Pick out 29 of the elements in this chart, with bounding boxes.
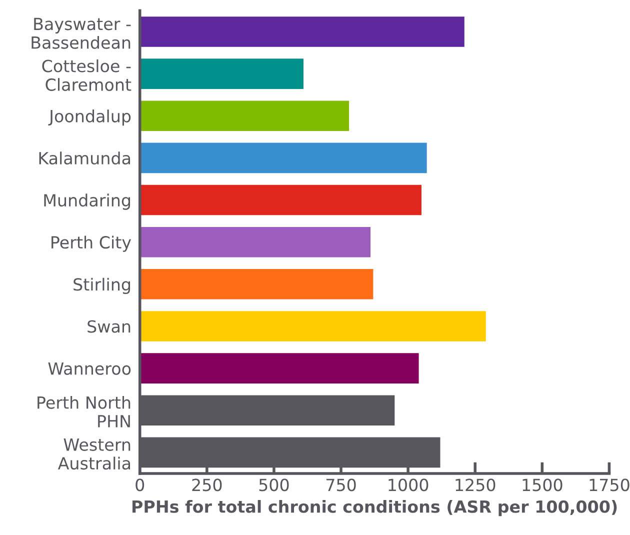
x-tick-label: 750 — [326, 478, 356, 492]
x-tick-label: 1250 — [456, 478, 496, 492]
y-tick-label: Bayswater - Bassendean — [32, 18, 131, 49]
y-tick-label: Swan — [88, 320, 130, 333]
bar — [140, 269, 374, 300]
bar — [140, 100, 350, 132]
bar — [140, 58, 304, 89]
bar — [140, 226, 371, 258]
x-axis-title: PPHs for total chronic conditions (ASR per 100,000) — [132, 500, 617, 516]
y-tick-label: Cottesloe - Claremont — [42, 59, 132, 91]
bar — [140, 142, 427, 174]
y-tick-label: Mundaring — [44, 194, 130, 210]
x-tick-label: 1000 — [388, 478, 428, 492]
bar — [140, 184, 422, 216]
bar — [140, 353, 419, 384]
y-tick-label: Western Australia — [58, 438, 130, 470]
x-tick-label: 0 — [136, 478, 144, 492]
x-tick-label: 1500 — [522, 478, 562, 492]
bar — [140, 311, 486, 342]
y-tick-label: Joondalup — [48, 110, 131, 126]
y-tick-label: Wanneroo — [48, 362, 131, 375]
y-tick-label: Perth City — [52, 236, 132, 252]
x-tick-label: 1750 — [590, 478, 630, 492]
y-tick-label: Kalamunda — [39, 152, 130, 165]
x-tick-label: 250 — [192, 478, 222, 492]
y-tick-label: Perth North PHN — [38, 396, 130, 428]
y-tick-label: Stirling — [74, 278, 130, 294]
bar — [140, 16, 464, 47]
x-tick-label: 500 — [259, 478, 289, 492]
